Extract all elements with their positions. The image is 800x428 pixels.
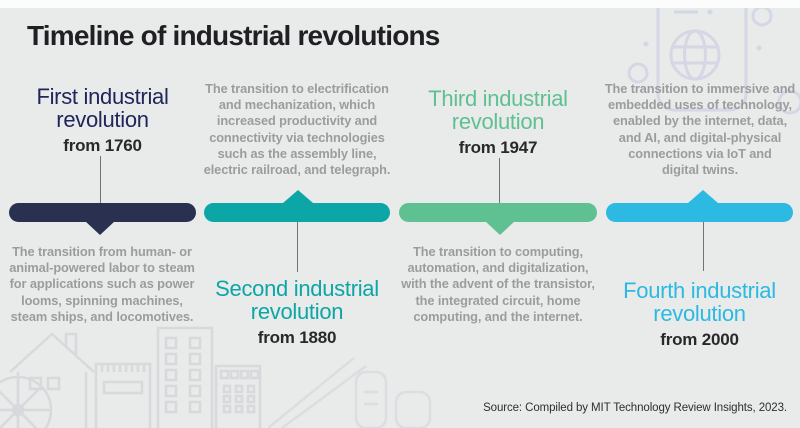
second-revolution-header: Second industrial revolution from 1880 [204, 277, 390, 348]
first-arrow-down-icon [85, 221, 115, 235]
third-revolution-title: Third industrial revolution [428, 86, 568, 134]
deco-circle [627, 62, 649, 84]
mill-house-icon [9, 332, 95, 428]
first-revolution-year: from 1760 [63, 136, 142, 155]
factory-conveyor-illustration [268, 357, 432, 428]
second-revolution-description: The transition to electrification and me… [203, 81, 391, 178]
building-icon [94, 362, 152, 428]
deco-circle [751, 5, 773, 27]
building-icon [214, 364, 262, 428]
first-connector-line [100, 156, 101, 203]
first-revolution-title: First industrial revolution [36, 84, 169, 132]
source-credit: Source: Compiled by MIT Technology Revie… [483, 402, 787, 414]
first-revolution-description: The transition from human- or animal-pow… [9, 244, 195, 324]
fourth-arrow-up-icon [688, 190, 718, 203]
fourth-connector-line [703, 222, 704, 271]
globe-icon [669, 29, 721, 81]
third-connector-line [499, 158, 500, 203]
waterwheel-icon [0, 375, 53, 428]
top-border [0, 0, 800, 8]
second-revolution-title: Second industrial revolution [215, 276, 379, 324]
third-timeline-bar [399, 203, 597, 222]
second-timeline-bar [204, 203, 390, 222]
fourth-revolution-year: from 2000 [660, 330, 739, 349]
fourth-revolution-description: The transition to immersive and embedded… [604, 81, 796, 178]
page-title: Timeline of industrial revolutions [27, 20, 440, 51]
fourth-revolution-title: Fourth industrial revolution [623, 278, 776, 326]
fourth-revolution-header: Fourth industrial revolution from 2000 [606, 279, 793, 350]
second-arrow-up-icon [283, 190, 313, 203]
deco-dot [643, 41, 649, 47]
deco-dot [756, 45, 762, 51]
third-revolution-description: The transition to computing, automation,… [401, 244, 595, 324]
second-connector-line [297, 222, 298, 272]
second-revolution-year: from 1880 [257, 328, 337, 347]
first-revolution-header: First industrial revolution from 1760 [9, 85, 196, 156]
fourth-timeline-bar [606, 203, 793, 222]
first-timeline-bar [9, 203, 196, 222]
third-revolution-header: Third industrial revolution from 1947 [399, 87, 597, 158]
third-arrow-down-icon [485, 221, 515, 235]
third-revolution-year: from 1947 [458, 138, 538, 157]
camera-dot-icon [707, 9, 713, 15]
